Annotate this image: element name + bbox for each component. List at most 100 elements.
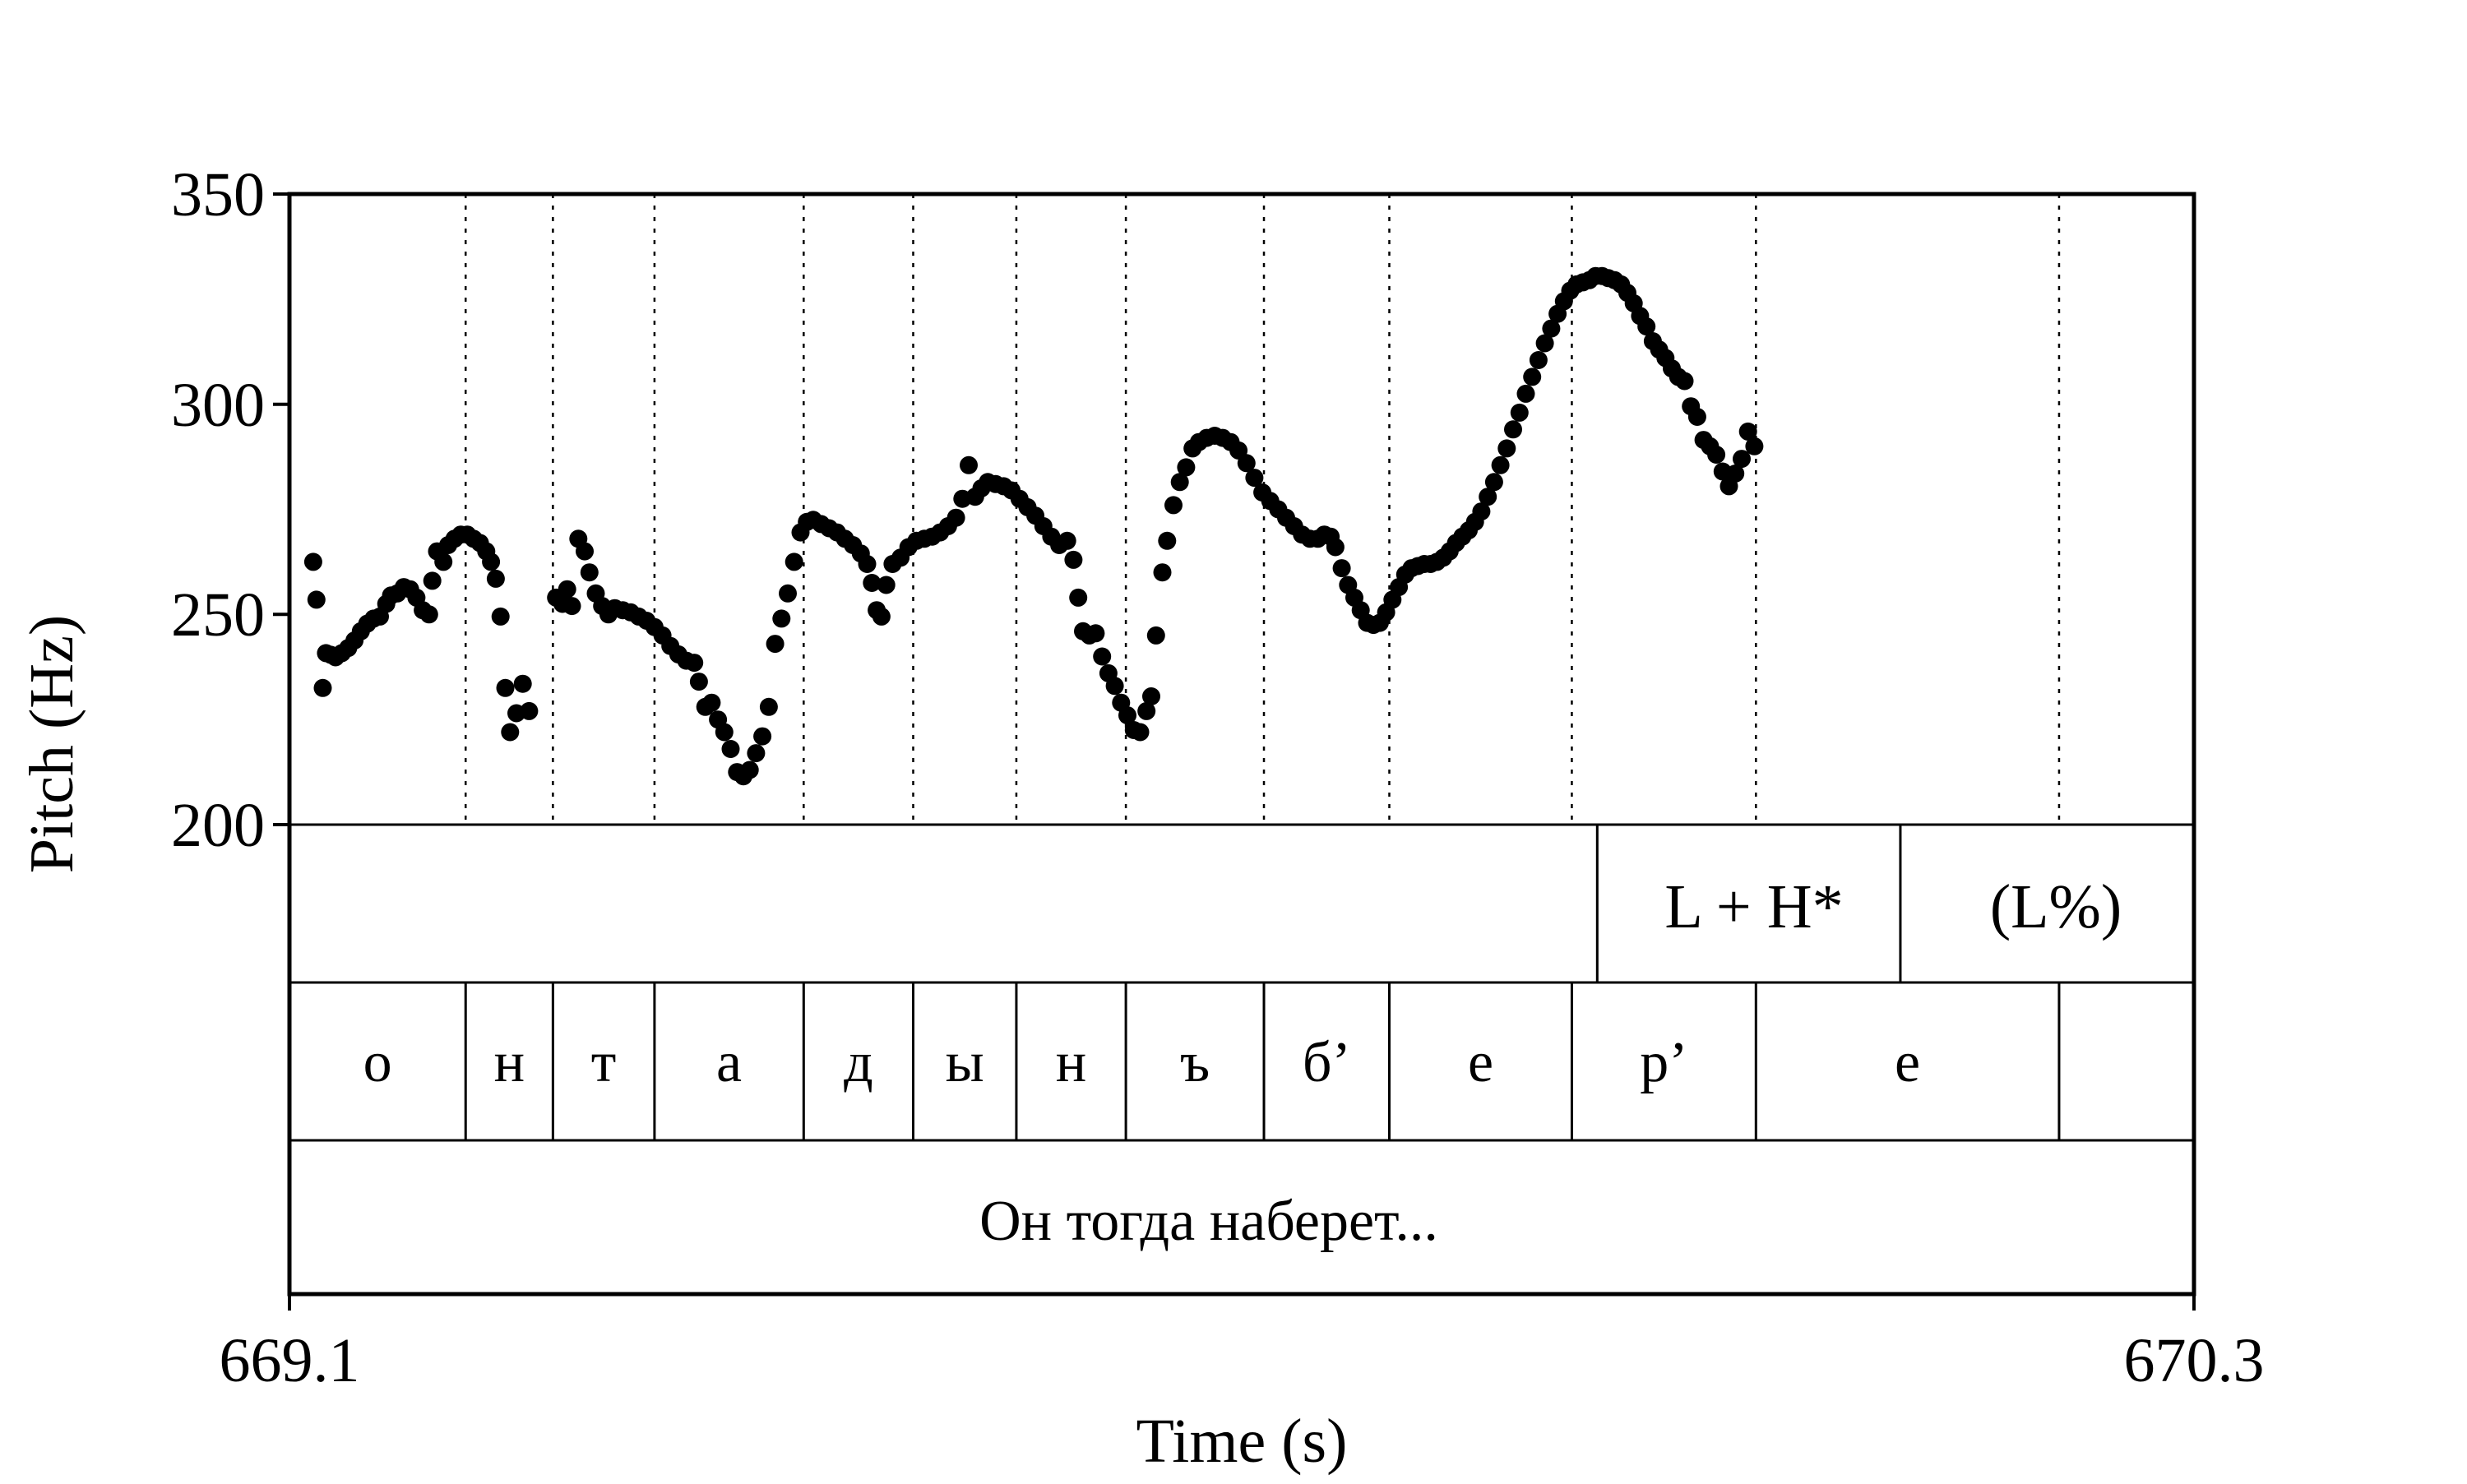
pitch-point <box>947 508 965 527</box>
segment-label: н <box>1056 1031 1086 1094</box>
segment-guides <box>464 194 2061 825</box>
pitch-point <box>1245 469 1264 488</box>
pitch-point <box>1529 351 1548 369</box>
pitch-point <box>1675 372 1694 391</box>
pitch-point <box>482 552 501 571</box>
pitch-point <box>491 607 510 626</box>
segment-label: б’ <box>1303 1031 1351 1094</box>
pitch-point <box>779 584 797 603</box>
x-axis: 669.1 670.3 <box>220 1294 2265 1395</box>
pitch-point <box>1733 450 1751 469</box>
pitch-point <box>1510 403 1529 422</box>
tone-label-lh: L + H* <box>1664 872 1843 941</box>
segment-label: о <box>363 1031 392 1094</box>
pitch-point <box>872 607 891 626</box>
pitch-point <box>1118 706 1136 725</box>
pitch-point <box>863 574 882 592</box>
pitch-point <box>1158 531 1177 550</box>
plot-frame <box>287 192 2196 1297</box>
pitch-point <box>1637 317 1656 336</box>
pitch-point <box>1146 626 1165 645</box>
pitch-point <box>877 576 896 594</box>
pitch-point <box>766 635 785 654</box>
y-tick-label: 250 <box>171 580 265 650</box>
pitch-point <box>715 723 734 742</box>
pitch-point <box>721 740 740 758</box>
segment-tier-boundaries <box>464 982 2061 1140</box>
pitch-point <box>1177 458 1196 477</box>
pitch-point <box>960 455 978 474</box>
pitch-points <box>303 266 1764 786</box>
segment-label: н <box>494 1031 525 1094</box>
segment-label: д <box>844 1031 873 1094</box>
pitch-point <box>785 552 803 571</box>
pitch-point <box>307 590 326 609</box>
pitch-point <box>1535 334 1554 353</box>
pitch-point <box>1064 550 1083 569</box>
pitch-point <box>747 744 766 763</box>
segment-tier: о н т а д ы н ъ б’ е р’ е <box>363 1031 1921 1094</box>
pitch-point <box>1105 677 1124 696</box>
pitch-point <box>1738 422 1757 441</box>
y-tick-label: 300 <box>171 371 265 440</box>
pitch-point <box>501 723 520 742</box>
x-tick-label: 670.3 <box>2124 1326 2265 1395</box>
segment-label: т <box>591 1031 617 1094</box>
pitch-point <box>1069 588 1088 607</box>
pitch-point <box>513 674 532 693</box>
y-tick-label: 200 <box>171 791 265 860</box>
pitch-point <box>1542 319 1561 338</box>
tone-label-l-percent: (L%) <box>1990 872 2122 941</box>
y-axis: 350 300 250 200 <box>171 160 289 860</box>
pitch-point <box>858 555 877 573</box>
pitch-point <box>772 609 791 628</box>
segment-label: ъ <box>1180 1031 1210 1094</box>
pitch-point <box>1332 559 1351 578</box>
x-tick-label: 669.1 <box>220 1326 360 1395</box>
pitch-point <box>486 569 505 588</box>
pitch-point <box>496 678 515 697</box>
pitch-point <box>558 580 576 599</box>
pitch-point <box>759 697 778 716</box>
pitch-point <box>1326 538 1345 557</box>
segment-label: р’ <box>1640 1031 1687 1094</box>
pitch-point <box>702 693 721 712</box>
pitch-point <box>753 727 772 746</box>
pitch-point <box>562 597 581 616</box>
pitch-point <box>303 552 322 571</box>
pitch-point <box>1745 437 1764 455</box>
pitch-point <box>685 654 704 673</box>
pitch-point <box>1058 531 1076 550</box>
pitch-point <box>1479 488 1497 506</box>
pitch-point <box>1137 701 1156 720</box>
pitch-point <box>1484 473 1503 492</box>
pitch-point <box>1170 473 1189 492</box>
pitch-point <box>1497 439 1516 458</box>
pitch-point <box>689 673 708 691</box>
phrase-label: Он тогда наберет... <box>979 1190 1438 1253</box>
pitch-point <box>1237 454 1256 473</box>
pitch-point <box>423 571 442 590</box>
pitch-point <box>1086 624 1105 643</box>
pitch-point <box>419 605 438 624</box>
pitch-point <box>1687 408 1706 426</box>
segment-label: а <box>716 1031 742 1094</box>
pitch-point <box>740 760 759 779</box>
pitch-point <box>1523 368 1542 386</box>
segment-label: е <box>1468 1031 1493 1094</box>
tone-tier-boundaries <box>1595 825 1902 982</box>
pitch-point <box>1491 455 1510 474</box>
pitch-point <box>520 701 539 720</box>
pitch-point <box>1142 687 1160 705</box>
pitch-point <box>1726 465 1745 483</box>
tone-tier: L + H* (L%) <box>1664 872 2122 941</box>
pitch-point <box>1093 647 1112 666</box>
pitch-point <box>1516 384 1535 403</box>
segment-label: ы <box>946 1031 984 1094</box>
pitch-point <box>580 563 599 582</box>
pitch-point <box>1707 446 1726 464</box>
pitch-point <box>1131 723 1150 742</box>
pitch-point <box>434 552 453 571</box>
